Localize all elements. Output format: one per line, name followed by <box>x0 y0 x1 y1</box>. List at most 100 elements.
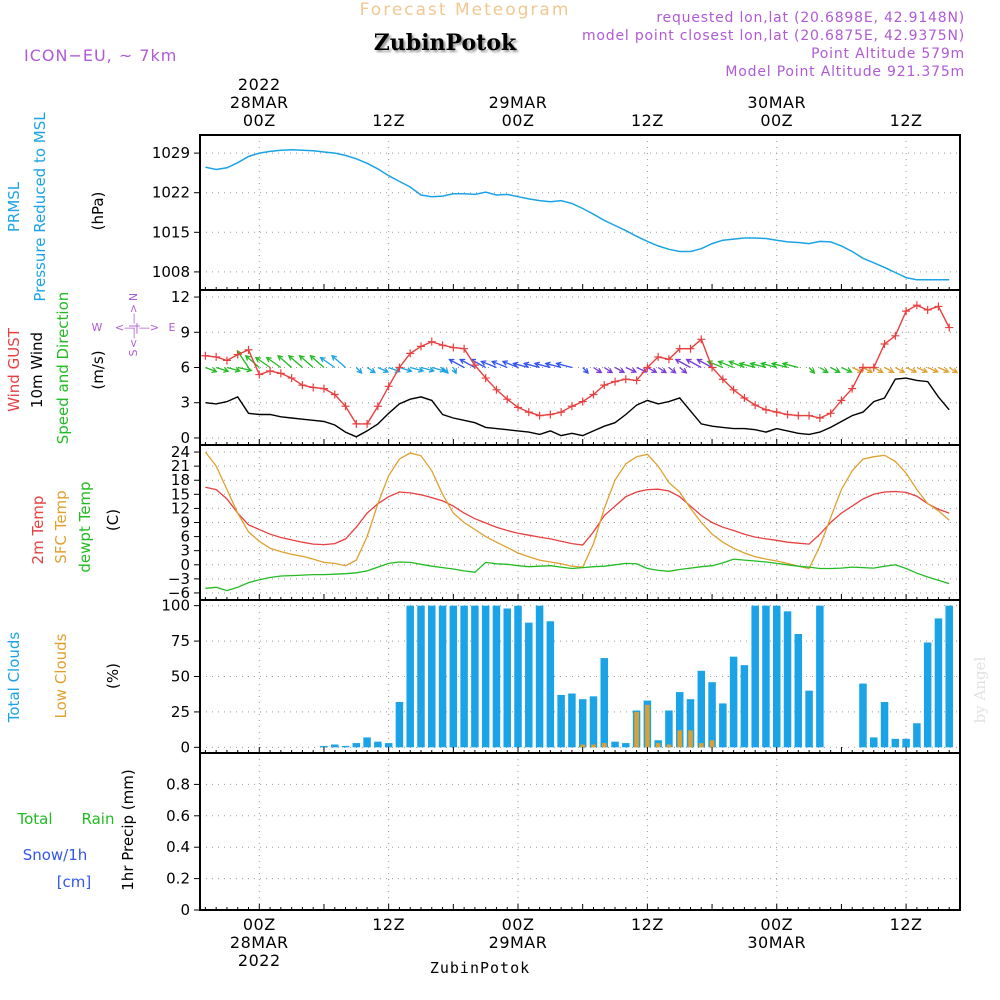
wind-arrow <box>729 360 745 369</box>
total-cloud-bar <box>514 605 522 748</box>
wind-arrow <box>782 362 799 369</box>
gust-point <box>686 344 695 353</box>
wind-arrow <box>534 362 551 369</box>
precip-cm-label: [cm] <box>57 873 92 891</box>
panel-frame-pressure <box>199 134 961 291</box>
wind-arrow <box>625 366 637 373</box>
wind-arrow-head <box>428 366 436 373</box>
bottom-time-label: 2022 <box>238 951 281 970</box>
gust-point <box>912 301 921 310</box>
gust-point <box>503 395 512 404</box>
wind-arrow-head <box>382 367 390 374</box>
ytick-label-temperature: 3 <box>180 542 190 560</box>
wind-arrow <box>459 358 476 369</box>
gust-point <box>632 376 641 385</box>
total-cloud-bar <box>460 605 468 748</box>
gust-point <box>524 408 533 417</box>
wind-arrow-head <box>717 360 724 366</box>
low-cloud-bar <box>580 744 585 748</box>
gust-point <box>815 413 824 422</box>
gust-point <box>276 369 285 378</box>
bottom-time-label: 30MAR <box>747 933 806 952</box>
compass-east: <—|—> <box>115 321 159 334</box>
gust-point <box>578 397 587 406</box>
total-cloud-bar <box>772 605 781 748</box>
wind-arrow-head <box>522 361 530 368</box>
wind-arrow-head <box>234 366 242 373</box>
temp-2m-label: 2m Temp <box>29 496 47 565</box>
point-altitude: Point Altitude 579m <box>811 46 965 62</box>
wind-arrow <box>470 358 486 369</box>
gust-point <box>880 340 889 349</box>
total-cloud-bar <box>783 611 792 748</box>
wind-arrow <box>331 355 346 368</box>
wind-arrow-head <box>696 358 703 365</box>
gust-point <box>621 375 630 384</box>
ytick-label-pressure: 1029 <box>152 144 190 162</box>
wind-arrow <box>771 362 788 369</box>
gust-point <box>395 363 404 372</box>
wind-arrow <box>884 366 894 373</box>
total-cloud-bar <box>880 702 889 748</box>
temp-dewpt-label: dewpt Temp <box>76 481 94 572</box>
wind-arrow-head <box>943 367 950 374</box>
gust-point <box>589 390 598 399</box>
wind-arrow <box>895 366 905 373</box>
wind-arrow-head <box>951 367 959 374</box>
wind-arrow <box>718 360 734 369</box>
gust-point <box>363 419 372 428</box>
gust-point <box>858 363 867 372</box>
wind-arrow <box>593 366 602 374</box>
wind-dir-label: Speed and Direction <box>54 292 72 445</box>
gust-point <box>546 410 555 419</box>
wind-arrow <box>873 366 884 373</box>
total-cloud-bar <box>859 683 867 748</box>
ytick-label-pressure: 1022 <box>152 184 190 202</box>
gust-point <box>772 408 781 417</box>
total-cloud-bar <box>622 743 630 748</box>
wind-arrow-head <box>417 366 425 373</box>
total-cloud-bar <box>481 605 490 748</box>
ytick-label-temperature: 24 <box>171 443 190 461</box>
low-cloud-bar <box>655 743 661 748</box>
wind-arrow-head <box>544 361 551 368</box>
bottom-time-label: 00Z <box>243 915 276 934</box>
wind-arrow <box>299 355 314 368</box>
precip-axis-label: 1hr Precip (mm) <box>119 769 137 890</box>
precip-rain-label: Rain <box>82 810 115 828</box>
pressure-label-1: PRMSL <box>5 181 23 232</box>
gust-point <box>319 384 328 393</box>
wind-arrow-head <box>809 368 816 374</box>
gust-point <box>783 410 792 419</box>
wind-arrow-head <box>211 367 218 373</box>
bottom-time-label: 29MAR <box>489 933 548 952</box>
wind-arrow-head <box>480 360 487 366</box>
bottom-time-label: 12Z <box>631 915 664 934</box>
wind-arrow <box>948 366 958 374</box>
wind-arrow-head <box>265 356 272 363</box>
total-cloud-bar <box>406 605 414 748</box>
total-cloud-bar <box>546 621 555 748</box>
ytick-label-clouds: 100 <box>161 597 190 615</box>
wind-arrow <box>830 366 840 373</box>
wind-arrow <box>657 366 667 374</box>
wind-10m-label: 10m Wind <box>28 332 46 408</box>
wind-arrow-head <box>490 360 498 366</box>
pressure-line <box>205 148 950 281</box>
wind-arrow <box>288 355 303 368</box>
wind-arrow-head <box>706 360 713 366</box>
wind-arrow <box>237 366 252 372</box>
wind-arrow-head <box>866 367 874 373</box>
wind-arrow <box>927 366 938 373</box>
gust-point <box>406 349 415 358</box>
wind-arrow-head <box>660 367 668 374</box>
ytick-label-wind: 9 <box>180 323 190 341</box>
gust-point <box>330 390 339 399</box>
wind-arrow <box>697 358 713 369</box>
top-time-label: 2022 <box>238 75 281 94</box>
top-time-label: 29MAR <box>489 93 548 112</box>
ytick-label-temperature: 21 <box>171 457 190 475</box>
wind-arrow-head <box>439 366 446 373</box>
wind-arrow <box>366 366 376 374</box>
ytick-label-wind: 12 <box>171 288 190 306</box>
